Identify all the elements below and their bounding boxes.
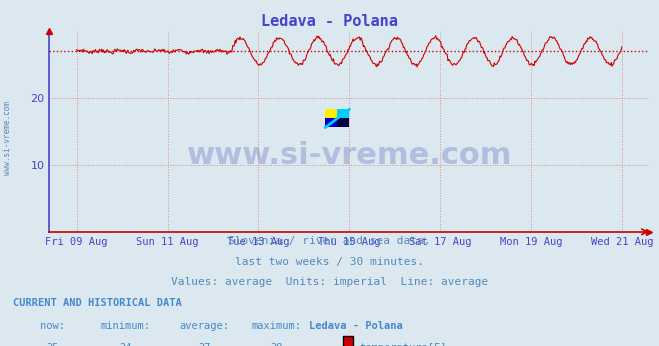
Bar (337, 118, 349, 127)
Text: maximum:: maximum: (252, 321, 302, 331)
Text: Slovenia / river and sea data.: Slovenia / river and sea data. (228, 236, 431, 246)
Text: minimum:: minimum: (100, 321, 150, 331)
Bar (326, 118, 337, 127)
Text: 25: 25 (47, 343, 59, 346)
Text: last two weeks / 30 minutes.: last two weeks / 30 minutes. (235, 257, 424, 267)
Bar (326, 109, 337, 118)
Text: Ledava - Polana: Ledava - Polana (309, 321, 403, 331)
Text: www.si-vreme.com: www.si-vreme.com (186, 141, 512, 170)
Text: 27: 27 (198, 343, 210, 346)
Bar (337, 109, 349, 118)
Text: 24: 24 (119, 343, 131, 346)
Text: 28: 28 (271, 343, 283, 346)
Text: www.si-vreme.com: www.si-vreme.com (3, 101, 13, 175)
Text: now:: now: (40, 321, 65, 331)
Text: average:: average: (179, 321, 229, 331)
Text: Ledava - Polana: Ledava - Polana (261, 14, 398, 29)
Text: CURRENT AND HISTORICAL DATA: CURRENT AND HISTORICAL DATA (13, 298, 182, 308)
Text: Values: average  Units: imperial  Line: average: Values: average Units: imperial Line: av… (171, 277, 488, 288)
Text: temperature[F]: temperature[F] (359, 343, 447, 346)
